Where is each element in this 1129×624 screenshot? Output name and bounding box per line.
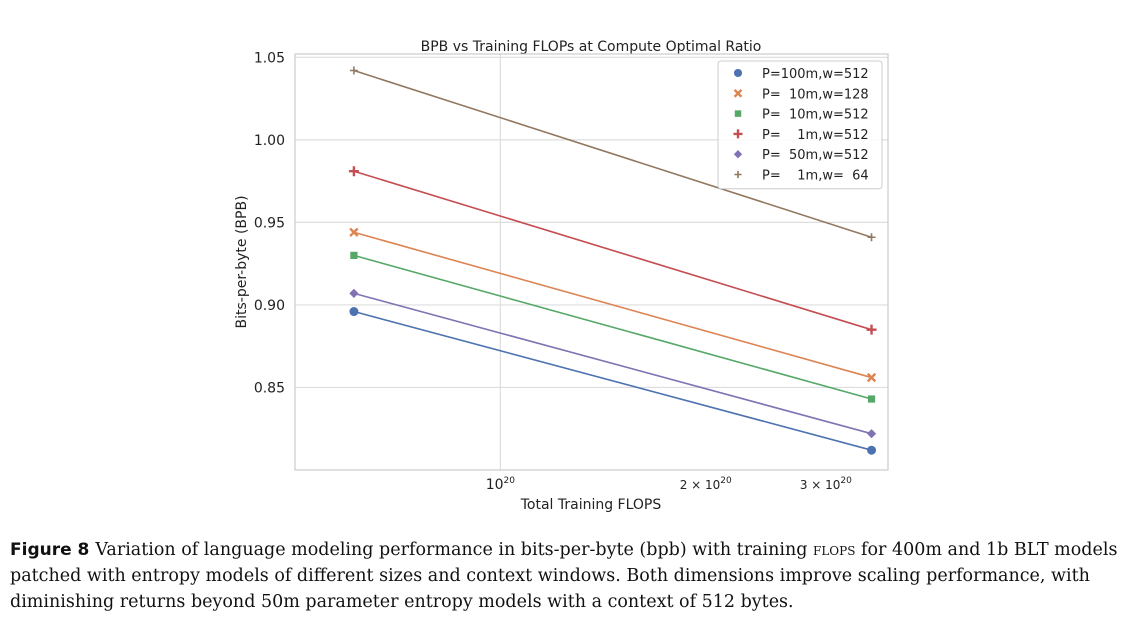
square-marker xyxy=(734,110,742,117)
legend-label: P= 1m,w=512 xyxy=(762,128,869,143)
legend-label: P= 1m,w= 64 xyxy=(762,169,869,184)
series-line xyxy=(353,69,872,238)
caption-text-after: for 400m and 1b BLT models patched with … xyxy=(10,540,1118,612)
legend-label: P= 50m,w=512 xyxy=(762,148,869,163)
square-marker xyxy=(350,251,358,259)
x-tick-labels: 1020 2 × 1020 3 × 1020 xyxy=(486,476,852,493)
thin-plus-marker xyxy=(867,233,876,242)
x-tick-exponent: 20 xyxy=(720,476,732,486)
y-tick-label: 1.00 xyxy=(254,133,285,149)
chart-title: BPB vs Training FLOPs at Compute Optimal… xyxy=(421,39,762,55)
y-tick-label: 1.05 xyxy=(254,50,285,66)
y-tick-label: 0.90 xyxy=(254,298,285,314)
plus-marker xyxy=(733,129,743,139)
x-tick-label: 1020 xyxy=(486,476,516,493)
circle-marker xyxy=(733,68,743,78)
circle-marker xyxy=(349,307,359,317)
plot-frame xyxy=(294,53,889,471)
legend-label: P=100m,w=512 xyxy=(762,67,869,82)
legend-box xyxy=(717,60,883,190)
plus-marker xyxy=(866,324,877,335)
y-axis-label: Bits-per-byte (BPB) xyxy=(234,195,250,328)
caption-flops-word: flops xyxy=(813,540,856,560)
y-tick-label: 0.95 xyxy=(254,215,285,231)
circle-marker xyxy=(867,445,877,455)
x-marker xyxy=(733,89,743,98)
legend-label: P= 10m,w=512 xyxy=(762,108,869,123)
x-tick-label: 3 × 1020 xyxy=(800,476,852,492)
plus-marker xyxy=(348,166,359,177)
x-marker xyxy=(866,372,877,383)
x-axis-label: Total Training FLOPS xyxy=(520,497,662,513)
thin-plus-marker xyxy=(734,170,742,179)
series-line xyxy=(353,292,872,435)
y-tick-labels: 0.85 0.90 0.95 1.00 1.05 xyxy=(254,50,285,396)
x-tick-exponent: 20 xyxy=(840,476,852,486)
diamond-marker xyxy=(733,150,743,159)
figure-label: Figure 8 xyxy=(10,540,90,560)
series-line xyxy=(353,231,872,379)
legend: P=100m,w=512 P= 10m,w=128 P= 10m,w=512 P= 1… xyxy=(717,60,883,190)
y-tick-label: 0.85 xyxy=(254,380,285,396)
diamond-marker xyxy=(866,429,877,439)
x-tick-label: 2 × 1020 xyxy=(680,476,732,492)
x-marker xyxy=(349,227,359,237)
diamond-marker xyxy=(349,288,359,298)
figure-caption: Figure 8 Variation of language modeling p… xyxy=(10,537,1120,615)
thin-plus-marker xyxy=(349,66,358,75)
bpb-chart: BPB vs Training FLOPs at Compute Optimal… xyxy=(234,39,889,513)
caption-text-before: Variation of language modeling performan… xyxy=(95,540,814,560)
series-line xyxy=(353,310,872,451)
series-line xyxy=(353,254,872,400)
series-group xyxy=(348,66,877,455)
square-marker xyxy=(867,395,876,403)
x-tick-exponent: 20 xyxy=(504,476,516,486)
legend-label: P= 10m,w=128 xyxy=(762,87,869,102)
series-line xyxy=(353,170,872,331)
